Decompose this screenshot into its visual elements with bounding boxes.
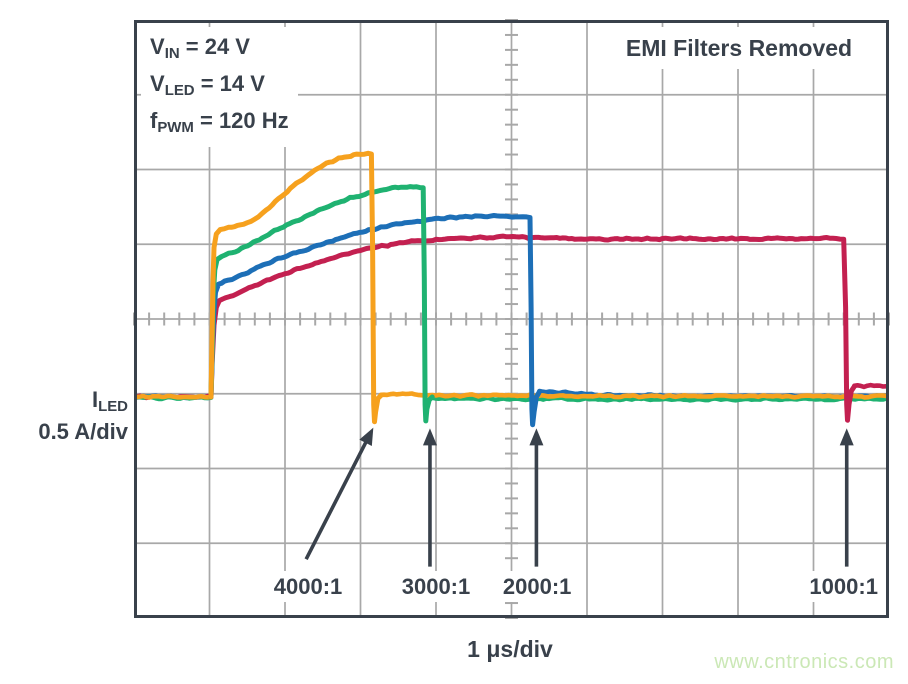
condition-fpwm: fPWM = 120 Hz bbox=[150, 108, 289, 137]
watermark: www.cntronics.com bbox=[714, 651, 894, 673]
corner-note: EMI Filters Removed bbox=[596, 27, 882, 69]
callout-label-1000-1: 1000:1 bbox=[801, 570, 886, 602]
condition-vin: VIN = 24 V bbox=[150, 34, 250, 63]
callout-label-2000-1: 2000:1 bbox=[494, 570, 580, 602]
y-axis-scale: 0.5 A/div bbox=[38, 419, 128, 444]
x-axis-label: 1 μs/div bbox=[467, 636, 553, 662]
y-axis-signal-name: ILED bbox=[91, 387, 128, 416]
y-axis-label: ILED 0.5 A/div bbox=[0, 385, 128, 446]
plot-border bbox=[134, 20, 889, 618]
